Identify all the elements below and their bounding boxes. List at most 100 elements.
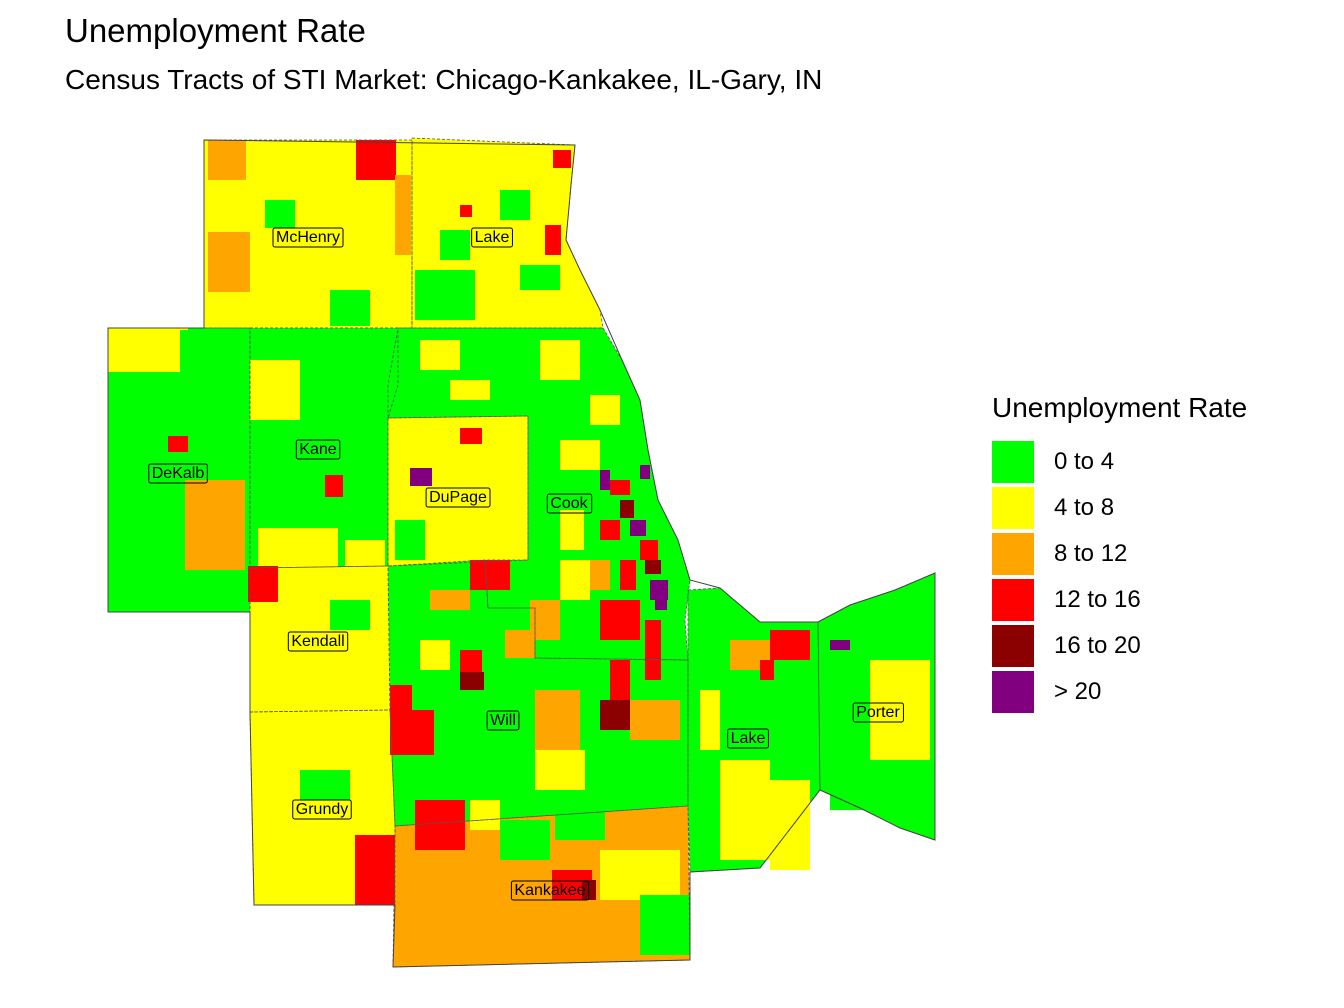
county-label: Kankakee — [510, 880, 590, 901]
county-name: Kankakee — [514, 882, 585, 899]
tract-patch — [900, 590, 930, 650]
tract-patch — [420, 640, 450, 670]
legend: Unemployment Rate 0 to 4 4 to 8 8 to 12 12 … — [992, 392, 1247, 715]
tract-patch — [560, 560, 590, 600]
county-label-box — [148, 463, 208, 484]
tract-patch — [265, 200, 295, 228]
county-borders — [107, 137, 936, 968]
tract-patch — [330, 600, 370, 630]
tract-patch — [470, 800, 500, 830]
tract-patch — [700, 690, 720, 750]
county-label-box — [852, 702, 904, 723]
county-name: Kendall — [291, 633, 344, 650]
tract-patch — [590, 560, 610, 590]
tract-patch — [490, 900, 550, 950]
legend-title: Unemployment Rate — [992, 392, 1248, 423]
tract-patch — [415, 270, 475, 320]
tract-patch — [600, 700, 630, 730]
tract-patch — [640, 540, 658, 560]
tract-patch — [300, 262, 324, 290]
county-label: Porter — [852, 702, 904, 723]
tract-patch — [535, 690, 580, 750]
tract-patch — [250, 360, 300, 420]
page-subtitle: Census Tracts of STI Market: Chicago-Kan… — [65, 64, 823, 95]
tract-patch — [770, 780, 810, 870]
tract-patch — [440, 470, 470, 490]
tract-patch — [590, 395, 620, 425]
legend-swatch — [992, 579, 1034, 621]
county-label: DuPage — [425, 487, 491, 508]
page-title: Unemployment Rate — [65, 12, 366, 49]
tract-patch — [390, 710, 434, 755]
tract-patch — [655, 590, 667, 610]
tract-patch — [780, 700, 810, 740]
county-border — [387, 559, 689, 827]
tract-patch — [500, 820, 550, 860]
tract-patch — [430, 515, 470, 555]
county-name: DuPage — [429, 489, 487, 506]
legend-item: 8 to 12 — [992, 531, 1247, 577]
county-label: Kane — [295, 439, 341, 460]
county-label-box — [727, 728, 769, 749]
legend-label: 12 to 16 — [1054, 586, 1141, 613]
tract-patch — [645, 620, 661, 680]
county-border — [249, 709, 396, 906]
tract-patch — [395, 520, 425, 560]
legend-item: 12 to 16 — [992, 577, 1247, 623]
tract-patch — [640, 465, 650, 479]
tract-patch — [555, 800, 605, 840]
county-name: Grundy — [296, 801, 348, 818]
tract-patch — [620, 560, 636, 590]
tract-patch — [260, 640, 320, 680]
tract-patch — [600, 600, 640, 640]
county-name: Lake — [475, 229, 510, 246]
legend-swatch — [992, 625, 1034, 667]
tract-patch — [610, 480, 630, 495]
tract-patch — [258, 528, 338, 568]
county-name: McHenry — [276, 229, 340, 246]
county-label-box — [471, 227, 513, 248]
county-label-box — [295, 439, 341, 460]
tract-patch — [108, 328, 188, 372]
legend-label: 8 to 12 — [1054, 540, 1128, 567]
county-name: Cook — [550, 495, 588, 512]
tract-patch — [430, 148, 470, 198]
tract-patch — [480, 155, 520, 180]
legend-swatch — [992, 487, 1034, 529]
county-name: DeKalb — [152, 465, 205, 482]
tract-patch — [112, 510, 162, 570]
tract-patch — [290, 330, 350, 360]
county-label-box — [292, 799, 352, 820]
tract-patch — [770, 630, 810, 660]
tract-patch — [430, 590, 470, 610]
tract-patch — [325, 475, 343, 497]
tract-patch — [870, 700, 930, 760]
tract-patch — [505, 630, 535, 658]
tract-patches — [108, 140, 930, 960]
legend-label: 0 to 4 — [1054, 448, 1115, 475]
tract-patch — [460, 428, 482, 444]
tract-patch — [610, 660, 630, 700]
tract-patch — [300, 770, 350, 800]
county-label-box — [486, 710, 520, 731]
tract-patch — [180, 330, 250, 380]
tract-patch — [420, 340, 460, 370]
tract-patch — [645, 560, 661, 574]
legend-item: 4 to 8 — [992, 485, 1247, 531]
tract-patch — [345, 540, 385, 568]
county-name: Lake — [731, 730, 766, 747]
county-label-box — [272, 227, 344, 248]
tract-patch — [395, 850, 485, 960]
tract-patch — [540, 340, 580, 380]
tract-patch — [760, 660, 774, 680]
legend-item: 16 to 20 — [992, 623, 1247, 669]
market-outline — [107, 139, 936, 968]
county-label-box — [425, 487, 491, 508]
legend-item: > 20 — [992, 669, 1247, 715]
tract-patch — [300, 680, 360, 710]
county-label: Lake — [727, 728, 769, 749]
legend-swatch — [992, 533, 1034, 575]
tract-patch — [330, 400, 380, 460]
county-name: Porter — [856, 704, 900, 721]
